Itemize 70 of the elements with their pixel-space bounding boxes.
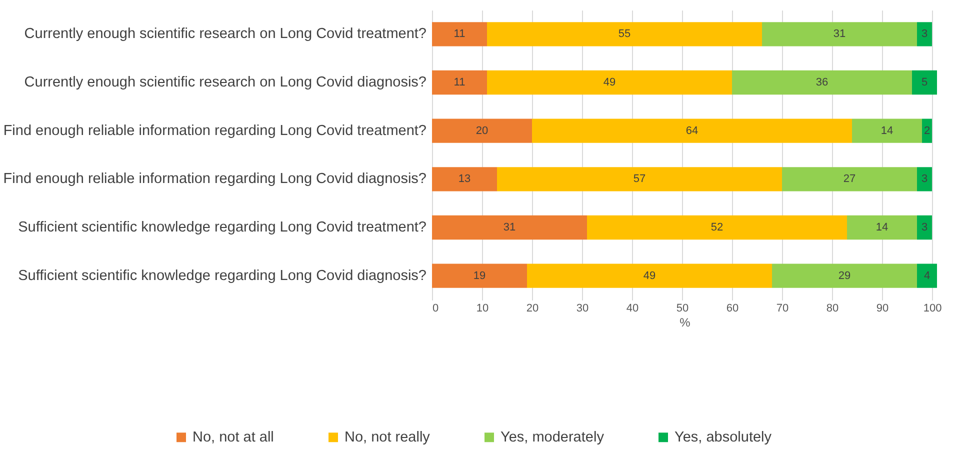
bar: [772, 264, 917, 288]
data-label: 31: [503, 222, 516, 234]
y-tick-label: Find enough reliable information regarding Long Covid diagnosis?: [3, 171, 426, 188]
data-label: 13: [458, 173, 471, 186]
y-tick-label: Currently enough scientific research on Long Covid treatment?: [24, 26, 426, 42]
data-label: 55: [618, 28, 631, 40]
x-tick-label: 20: [526, 302, 539, 314]
data-label: 27: [843, 173, 856, 186]
bar: [587, 215, 847, 240]
bar: [432, 22, 487, 46]
legend-label: Yes, moderately: [500, 429, 605, 446]
x-tick-label: 70: [776, 302, 789, 314]
bar: [852, 118, 922, 143]
bar: [432, 70, 487, 95]
bar: [917, 22, 932, 46]
bar: [732, 70, 912, 95]
data-label: 14: [880, 124, 894, 137]
x-tick-label: 0: [432, 302, 439, 314]
bar: [432, 118, 532, 143]
bar: [847, 215, 917, 240]
data-label: 29: [838, 270, 851, 282]
bar: [532, 118, 852, 143]
bar: [527, 264, 772, 288]
bar: [497, 167, 782, 192]
x-tick-label: 40: [626, 302, 639, 314]
data-label: 14: [876, 222, 888, 234]
data-label: 57: [633, 173, 646, 186]
legend-label: No, not at all: [192, 429, 274, 446]
data-label: 20: [476, 124, 488, 137]
data-label: 3: [921, 173, 928, 186]
bar: [487, 70, 732, 95]
data-label: 11: [454, 28, 466, 40]
x-tick-label: 60: [726, 302, 739, 314]
bar: [782, 167, 917, 192]
x-tick-label: 80: [826, 302, 839, 314]
data-label: 49: [603, 76, 616, 88]
data-label: 3: [921, 222, 928, 234]
data-label: 19: [473, 270, 486, 282]
legend-label: No, not really: [344, 429, 431, 446]
bar: [917, 167, 932, 192]
bar: [912, 70, 937, 95]
x-axis-title: %: [680, 316, 691, 330]
legend-label: Yes, absolutely: [674, 429, 772, 446]
data-label: 31: [833, 28, 846, 40]
x-tick-label: 30: [576, 302, 589, 314]
bar: [917, 215, 932, 240]
y-tick-label: Sufficient scientific knowledge regarding Long Covid treatment?: [18, 220, 426, 236]
bar: [762, 22, 917, 46]
data-label: 49: [643, 270, 656, 282]
y-tick-label: Currently enough scientific research on Long Covid diagnosis?: [24, 74, 426, 90]
x-tick-label: 100: [923, 302, 942, 314]
data-label: 11: [454, 76, 466, 88]
x-tick-label: 50: [676, 302, 689, 314]
y-tick-label: Sufficient scientific knowledge regarding Long Covid diagnosis?: [18, 268, 426, 284]
data-label: 52: [710, 222, 724, 234]
data-label: 2: [924, 124, 930, 137]
y-tick-label: Find enough reliable information regarding Long Covid treatment?: [3, 122, 426, 139]
data-label: 5: [921, 76, 928, 88]
bar: [432, 167, 497, 192]
data-label: 36: [816, 76, 828, 88]
x-tick-label: 10: [476, 302, 489, 314]
bar: [432, 264, 527, 288]
bar: [917, 264, 937, 288]
bar: [922, 118, 932, 143]
data-label: 64: [686, 124, 698, 137]
data-label: 4: [924, 270, 930, 282]
x-tick-label: 90: [876, 302, 889, 314]
bar: [487, 22, 762, 46]
bar: [432, 215, 587, 240]
data-label: 3: [921, 28, 928, 40]
